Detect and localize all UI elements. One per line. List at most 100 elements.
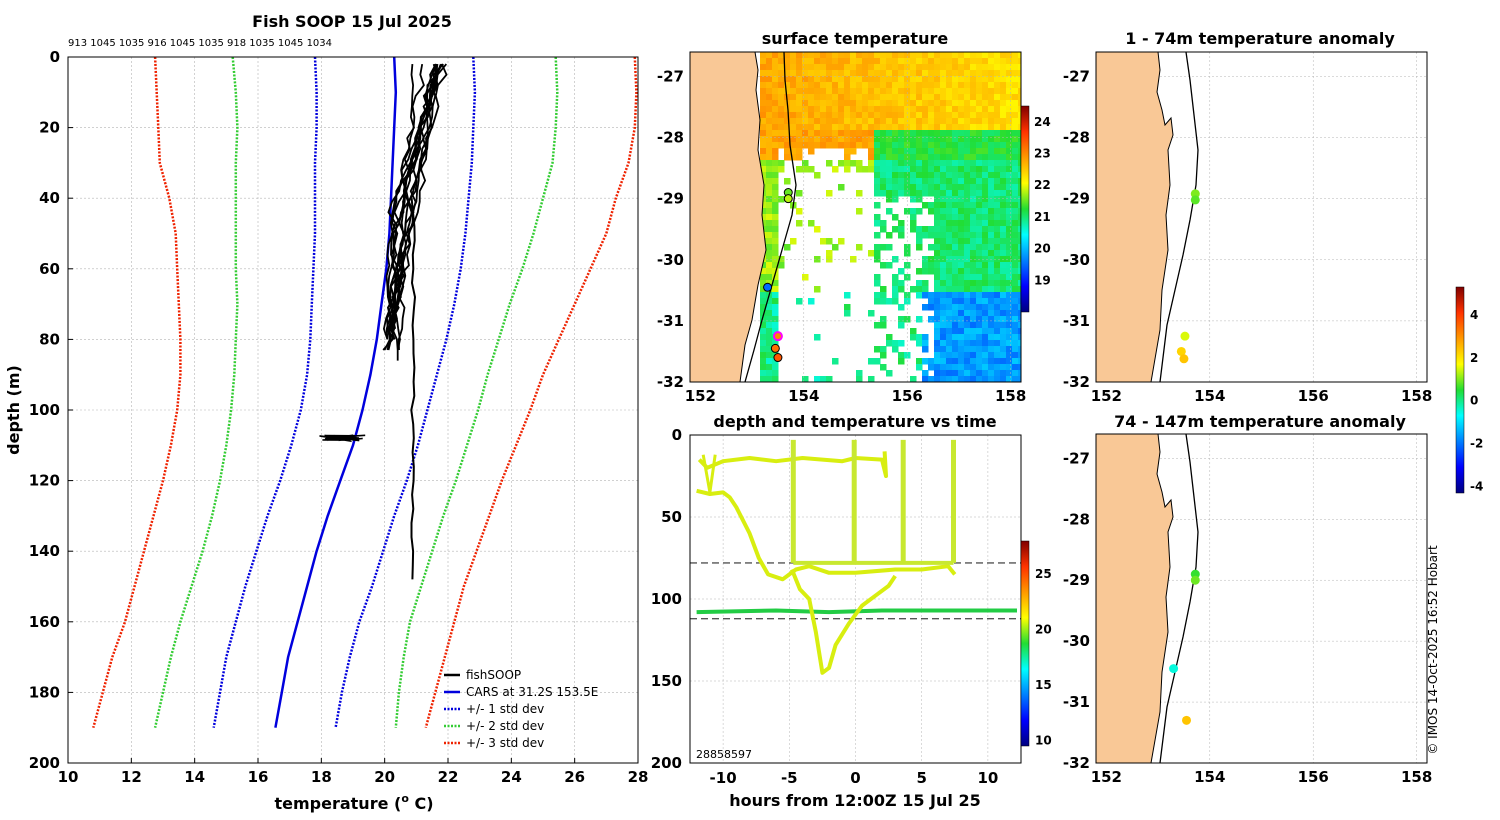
sst-cell bbox=[772, 310, 779, 317]
sst-cell bbox=[922, 166, 929, 173]
sst-cell bbox=[940, 112, 947, 119]
sst-cell bbox=[1006, 202, 1013, 209]
sst-cell bbox=[772, 130, 779, 137]
sst-cell bbox=[988, 100, 995, 107]
sst-cell bbox=[910, 226, 917, 233]
sst-cell bbox=[880, 100, 887, 107]
sst-cell bbox=[952, 64, 959, 71]
sst-cell bbox=[802, 274, 809, 281]
sst-cell bbox=[958, 280, 965, 287]
sst-cell bbox=[862, 118, 869, 125]
sst-cell bbox=[976, 370, 983, 377]
sst-cell bbox=[790, 238, 797, 245]
sst-cell bbox=[952, 88, 959, 95]
sst-cell bbox=[928, 232, 935, 239]
sst-cell bbox=[940, 286, 947, 293]
sst-cell bbox=[874, 94, 881, 101]
sst-cell bbox=[1012, 346, 1019, 353]
sst-cell bbox=[964, 64, 971, 71]
sst-cell bbox=[886, 52, 893, 59]
sst-cell bbox=[1018, 238, 1021, 245]
sst-cell bbox=[970, 238, 977, 245]
sst-cell bbox=[826, 124, 833, 131]
sst-cell bbox=[982, 274, 989, 281]
sst-cell bbox=[970, 244, 977, 251]
sst-cell bbox=[982, 298, 989, 305]
sst-cell bbox=[976, 220, 983, 227]
sst-cell bbox=[826, 76, 833, 83]
sst-cell bbox=[958, 100, 965, 107]
anomaly-colorbar bbox=[1455, 286, 1465, 494]
sst-cell bbox=[976, 76, 983, 83]
sst-cell bbox=[892, 52, 899, 59]
sst-cell bbox=[928, 160, 935, 167]
sst-cell bbox=[778, 76, 785, 83]
sst-cell bbox=[784, 64, 791, 71]
sst-cell bbox=[1012, 256, 1019, 263]
sst-cell bbox=[916, 76, 923, 83]
sst-cell bbox=[982, 352, 989, 359]
y-tick-label: -29 bbox=[1063, 190, 1090, 208]
sst-cell bbox=[838, 70, 845, 77]
sst-cell bbox=[826, 118, 833, 125]
sst-cell bbox=[778, 100, 785, 107]
sst-cell bbox=[766, 112, 773, 119]
sst-cell bbox=[940, 106, 947, 113]
sst-cell bbox=[1006, 250, 1013, 257]
sst-cell bbox=[886, 136, 893, 143]
sst-cell bbox=[916, 268, 923, 275]
y-tick-label: 60 bbox=[39, 260, 60, 278]
sst-cell bbox=[1006, 304, 1013, 311]
sst-cell bbox=[982, 244, 989, 251]
profile-top-labels: 913 1045 1035 916 1045 1035 918 1035 104… bbox=[68, 38, 332, 49]
sst-cell bbox=[778, 64, 785, 71]
sst-cell bbox=[964, 274, 971, 281]
sst-cell bbox=[970, 202, 977, 209]
y-tick-label: 160 bbox=[29, 613, 60, 631]
sst-cell bbox=[880, 94, 887, 101]
sst-cell bbox=[994, 310, 1001, 317]
sst-cell bbox=[952, 268, 959, 275]
sst-cell bbox=[766, 76, 773, 83]
sst-cell bbox=[808, 142, 815, 149]
sst-cell bbox=[988, 106, 995, 113]
sst-cell bbox=[946, 154, 953, 161]
sst-cell bbox=[880, 124, 887, 131]
sst-cell bbox=[1000, 292, 1007, 299]
sst-cell bbox=[934, 328, 941, 335]
y-tick-label: -31 bbox=[1063, 693, 1090, 711]
sst-cell bbox=[898, 352, 905, 359]
sst-cell bbox=[910, 112, 917, 119]
sst-cell bbox=[874, 184, 881, 191]
sst-cell bbox=[862, 70, 869, 77]
series-std-plus3 bbox=[424, 56, 638, 729]
sst-cell bbox=[1012, 298, 1019, 305]
x-tick-label: 152 bbox=[1091, 768, 1122, 786]
sst-cell bbox=[796, 148, 803, 155]
sst-cell bbox=[934, 298, 941, 305]
sst-cell bbox=[946, 346, 953, 353]
sst-cell bbox=[946, 220, 953, 227]
sst-cell bbox=[958, 94, 965, 101]
sst-cell bbox=[808, 124, 815, 131]
sst-cell bbox=[922, 184, 929, 191]
sst-cell bbox=[874, 154, 881, 161]
sst-cell bbox=[970, 82, 977, 89]
sst-cell bbox=[928, 178, 935, 185]
sst-cell bbox=[1006, 292, 1013, 299]
sst-cell bbox=[1012, 76, 1019, 83]
sst-cell bbox=[814, 106, 821, 113]
sst-cell bbox=[970, 226, 977, 233]
sst-cell bbox=[904, 64, 911, 71]
sst-cell bbox=[1012, 118, 1019, 125]
sst-cell bbox=[910, 124, 917, 131]
sst-cell bbox=[934, 340, 941, 347]
sst-cell bbox=[1000, 82, 1007, 89]
sst-cell bbox=[970, 130, 977, 137]
sst-cell bbox=[784, 244, 791, 251]
sst-cell bbox=[928, 76, 935, 83]
sst-cell bbox=[838, 160, 845, 167]
sst-cell bbox=[1018, 370, 1021, 377]
sst-cell bbox=[1018, 292, 1021, 299]
sst-cell bbox=[970, 316, 977, 323]
